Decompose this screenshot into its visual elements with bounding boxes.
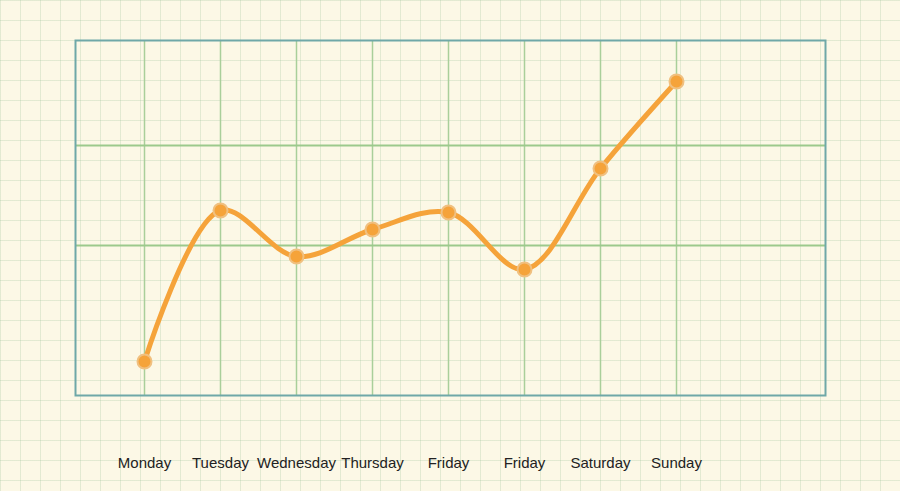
svg-text:Monday: Monday — [118, 454, 172, 471]
svg-text:Tuesday: Tuesday — [192, 454, 249, 471]
svg-text:Friday: Friday — [428, 454, 470, 471]
svg-text:Saturday: Saturday — [570, 454, 631, 471]
svg-text:Sunday: Sunday — [651, 454, 702, 471]
svg-text:Friday: Friday — [504, 454, 546, 471]
svg-text:Wednesday: Wednesday — [257, 454, 336, 471]
svg-text:Thursday: Thursday — [341, 454, 404, 471]
